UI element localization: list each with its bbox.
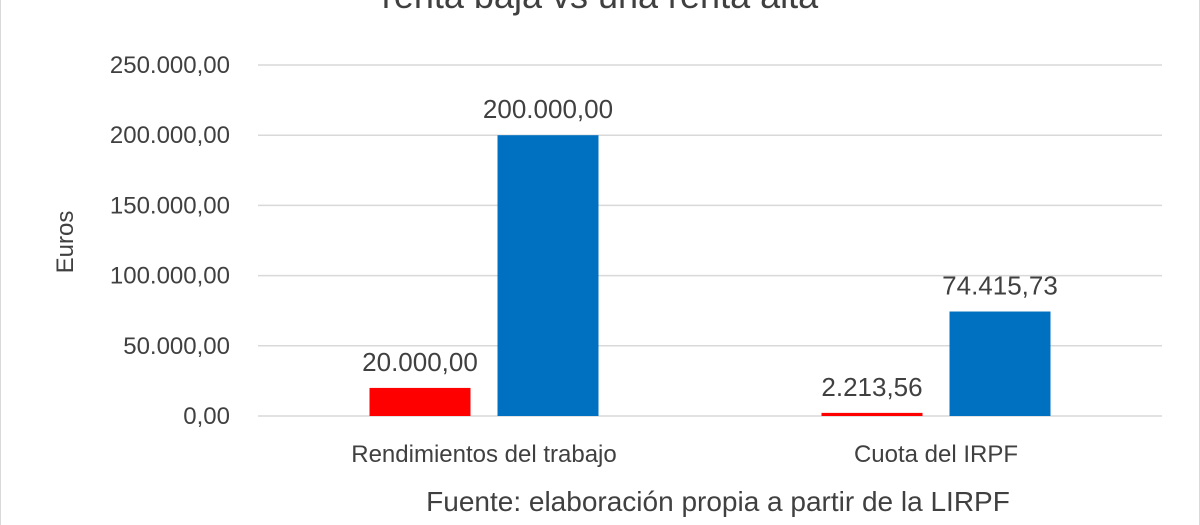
bar <box>821 412 923 416</box>
y-tick-label: 200.000,00 <box>110 122 230 149</box>
bar <box>369 387 471 416</box>
y-tick-label: 100.000,00 <box>110 263 230 290</box>
x-tick-label: Rendimientos del trabajo <box>351 441 617 468</box>
data-labels: 20.000,00 200.000,00 2.213,56 74.415,73 <box>362 94 1058 402</box>
y-tick-label: 50.000,00 <box>123 333 230 360</box>
bar <box>949 311 1051 416</box>
y-tick-label: 150.000,00 <box>110 192 230 219</box>
data-label: 200.000,00 <box>483 94 613 124</box>
chart-title: renta baja vs una renta alta <box>382 0 819 16</box>
x-axis-ticks: Rendimientos del trabajo Cuota del IRPF <box>351 441 1018 468</box>
x-tick-label: Cuota del IRPF <box>854 441 1018 468</box>
y-tick-label: 0,00 <box>183 403 230 430</box>
data-label: 74.415,73 <box>942 271 1058 301</box>
y-tick-label: 250.000,00 <box>110 52 230 79</box>
data-label: 20.000,00 <box>362 347 478 377</box>
source-note: Fuente: elaboración propia a partir de l… <box>426 486 1010 517</box>
bars <box>369 135 1051 416</box>
y-axis-ticks: 0,00 50.000,00 100.000,00 150.000,00 200.000… <box>110 52 230 430</box>
y-axis-title: Euros <box>52 211 79 274</box>
bar <box>497 135 599 416</box>
data-label: 2.213,56 <box>821 372 922 402</box>
